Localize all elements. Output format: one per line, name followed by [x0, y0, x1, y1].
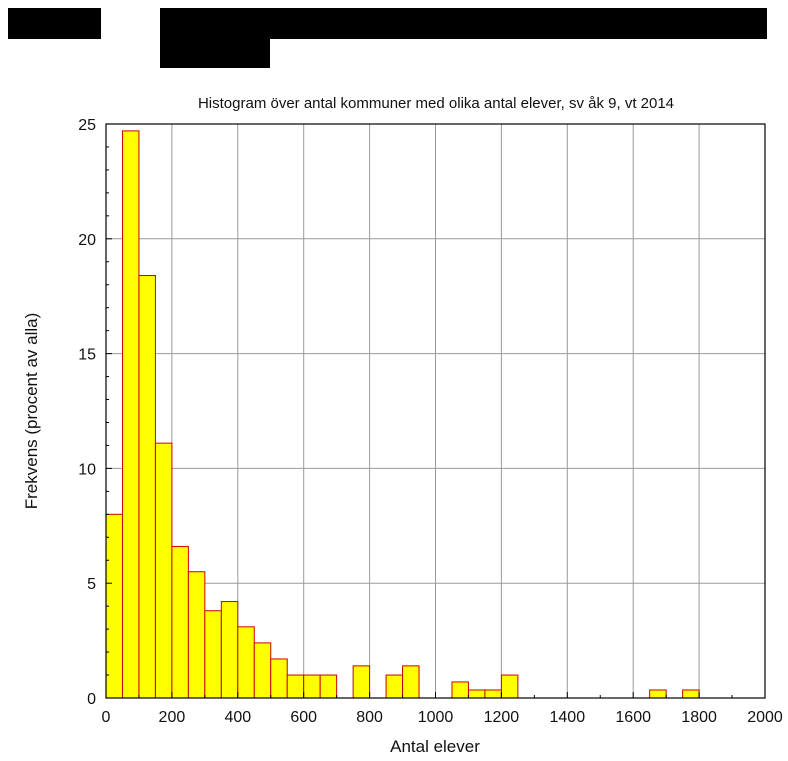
histogram-bar: [187, 571, 206, 699]
x-tick-label: 200: [159, 709, 186, 726]
y-tick-label: 20: [78, 232, 96, 249]
histogram-bar: [303, 674, 321, 699]
x-tick-label: 600: [290, 709, 317, 726]
x-tick-label: 2000: [747, 709, 783, 726]
x-tick-label: 1800: [681, 709, 717, 726]
histogram-bar: [138, 275, 156, 699]
histogram-bar: [467, 689, 486, 699]
histogram-bar: [253, 642, 272, 699]
x-tick-label: 800: [356, 709, 383, 726]
y-axis-label: Frekvens (procent av alla): [22, 313, 41, 510]
histogram-bar: [154, 442, 173, 699]
histogram-bars: [105, 130, 700, 699]
x-tick-label: 400: [224, 709, 251, 726]
grid-lines: [106, 124, 765, 698]
x-tick-label: 1600: [615, 709, 651, 726]
histogram-bar: [500, 674, 519, 699]
x-tick-label: 1000: [418, 709, 454, 726]
histogram-bar: [237, 626, 255, 699]
histogram-bar: [649, 689, 667, 699]
histogram-bar: [319, 674, 338, 699]
y-tick-label: 0: [87, 691, 96, 708]
x-axis-label: Antal elever: [390, 737, 480, 756]
redaction-block-3: [160, 39, 270, 68]
x-tick-label: 0: [102, 709, 111, 726]
histogram-bar: [171, 545, 189, 699]
redaction-block-2: [160, 8, 767, 39]
y-tick-label: 15: [78, 347, 96, 364]
histogram-bar: [352, 665, 371, 699]
histogram-bar: [484, 689, 502, 699]
x-tick-label: 1400: [550, 709, 586, 726]
histogram-bar: [385, 674, 404, 699]
histogram-bar: [204, 610, 222, 699]
y-tick-label: 10: [78, 461, 96, 478]
chart-title: Histogram över antal kommuner med olika …: [198, 95, 674, 112]
histogram-bar: [270, 658, 288, 699]
x-tick-label: 1200: [484, 709, 520, 726]
axis-ticks: 0 200 400 600 800 1000 1200 1400 1600 1800 2000 0 5 1…: [78, 117, 783, 726]
histogram-bar: [286, 674, 305, 699]
histogram-bar: [451, 681, 469, 699]
redaction-block-1: [8, 8, 101, 39]
histogram-bar: [402, 665, 420, 699]
histogram-bar: [121, 130, 140, 699]
y-tick-label: 25: [78, 117, 96, 134]
histogram-bar: [682, 689, 700, 699]
histogram-bar: [220, 601, 239, 699]
y-tick-label: 5: [87, 576, 96, 593]
